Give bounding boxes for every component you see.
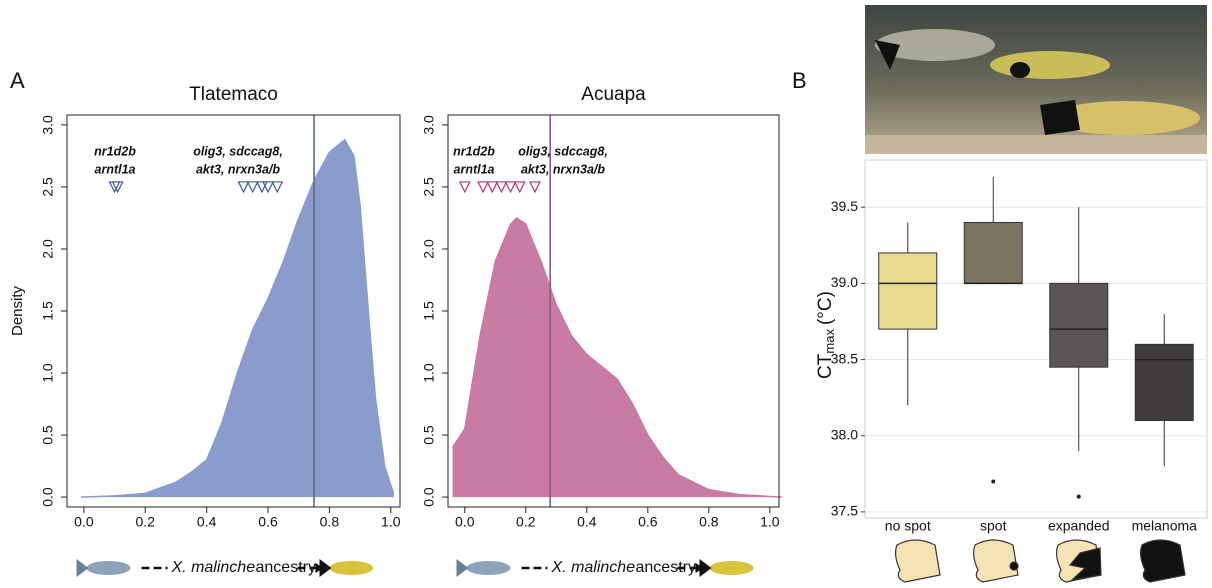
outlier xyxy=(1076,494,1081,499)
y-tick-label: 1.5 xyxy=(421,301,437,321)
y-tick-label: 2.5 xyxy=(40,177,56,197)
y-axis-label-part: max xyxy=(822,329,837,354)
y-axis-label: CTmax (°C) xyxy=(815,291,837,379)
y-tick-label: 0.5 xyxy=(40,425,56,445)
y-tick-label: 39.5 xyxy=(831,198,858,214)
y-tick-label: 37.5 xyxy=(831,503,858,519)
y-tick-label: 38.5 xyxy=(831,350,858,366)
box xyxy=(878,252,938,330)
y-tick-label: 1.0 xyxy=(40,363,56,383)
gene-marker xyxy=(111,181,124,194)
x-tick-label: 0.2 xyxy=(136,514,156,530)
spot-icons xyxy=(894,539,1186,583)
box xyxy=(963,221,1023,284)
y-tick-label: 2.0 xyxy=(421,239,437,259)
x-tick-label: 0.8 xyxy=(320,514,340,530)
fish-body xyxy=(329,561,374,575)
density-area xyxy=(452,217,783,498)
y-axis-label-part: CT xyxy=(815,353,836,379)
box xyxy=(1049,282,1109,368)
x-tick-label: 1.0 xyxy=(760,514,780,530)
fish-icon xyxy=(699,559,754,577)
fish-tail xyxy=(699,559,712,577)
x-tick-label: spot xyxy=(980,518,1007,534)
x-tick-label: expanded xyxy=(1048,518,1110,534)
y-tick-label: 3.0 xyxy=(421,115,437,135)
x-tick-label: 0.2 xyxy=(516,514,536,530)
y-tick-label: 2.5 xyxy=(421,177,437,197)
y-axis-label: Density xyxy=(9,285,26,336)
y-tick-label: 3.0 xyxy=(40,115,56,135)
gene-marker xyxy=(237,181,250,194)
plot-area xyxy=(864,159,1208,519)
panel-label: A xyxy=(10,68,25,93)
arrow-head xyxy=(315,563,324,573)
fish-tail xyxy=(76,559,89,577)
fish-tail xyxy=(319,559,332,577)
x-tick-label: no spot xyxy=(885,518,931,534)
gene-marker xyxy=(246,181,259,194)
density-area xyxy=(80,139,394,498)
fish-icon xyxy=(76,559,131,577)
gene-marker xyxy=(486,181,499,194)
gene-marker xyxy=(477,181,490,194)
y-tick-label: 0.5 xyxy=(421,425,437,445)
fish-body xyxy=(86,561,131,575)
gene-marker xyxy=(271,181,284,194)
x-tick-label: 0.8 xyxy=(699,514,719,530)
density-line xyxy=(80,138,395,498)
density-line xyxy=(451,216,783,498)
x-tick-label: 0.4 xyxy=(197,514,217,530)
chart-title: Tlatemaco xyxy=(189,84,278,105)
gene-annotation: nr1d2b xyxy=(453,144,495,158)
y-tick-label: 38.0 xyxy=(831,426,858,442)
gene-annotation: arntl1a xyxy=(454,162,495,176)
gene-marker xyxy=(504,181,517,194)
x-axis-species: X. malinche xyxy=(551,559,636,576)
y-tick-label: 0.0 xyxy=(40,487,56,507)
fish-tail xyxy=(456,559,469,577)
y-tick-label: 39.0 xyxy=(831,274,858,290)
gene-marker xyxy=(255,181,268,194)
gene-annotation: olig3, sdccag8, xyxy=(193,144,283,158)
chart-title: Acuapa xyxy=(581,84,646,105)
fish-body xyxy=(709,561,754,575)
gene-annotation: olig3, sdccag8, xyxy=(518,144,608,158)
fish-photo xyxy=(865,5,1207,154)
gene-annotation: nr1d2b xyxy=(94,144,136,158)
y-tick-label: 1.5 xyxy=(40,301,56,321)
y-tick-label: 2.0 xyxy=(40,239,56,259)
y-axis-label-part: (°C) xyxy=(815,291,836,325)
y-tick-label: 1.0 xyxy=(421,363,437,383)
gene-annotation: akt3, nrxn3a/b xyxy=(521,162,605,176)
gene-marker xyxy=(513,181,526,194)
fish-body xyxy=(466,561,511,575)
x-tick-label: 1.0 xyxy=(381,514,401,530)
gene-marker xyxy=(528,181,541,194)
gene-marker xyxy=(495,181,508,194)
y-tick-label: 0.0 xyxy=(421,487,437,507)
x-axis-label: ancestry xyxy=(636,559,696,576)
x-tick-label: 0.6 xyxy=(258,514,278,530)
x-tick-label: 0.6 xyxy=(638,514,658,530)
gene-annotation: akt3, nrxn3a/b xyxy=(196,162,280,176)
gene-marker xyxy=(262,181,274,194)
x-axis-species: X. malinche xyxy=(171,559,256,576)
fish-icon xyxy=(319,559,374,577)
x-axis-label: ancestry xyxy=(256,559,316,576)
fish-icon xyxy=(456,559,511,577)
x-tick-label: melanoma xyxy=(1132,518,1198,534)
panel-label: B xyxy=(792,68,807,93)
gene-marker xyxy=(458,181,471,194)
outlier xyxy=(991,479,996,484)
x-tick-label: 0.4 xyxy=(577,514,597,530)
x-tick-label: 0.0 xyxy=(74,514,94,530)
x-tick-label: 0.0 xyxy=(455,514,475,530)
arrow-head xyxy=(695,563,704,573)
gene-annotation: arntl1a xyxy=(95,162,136,176)
box xyxy=(1134,343,1194,422)
